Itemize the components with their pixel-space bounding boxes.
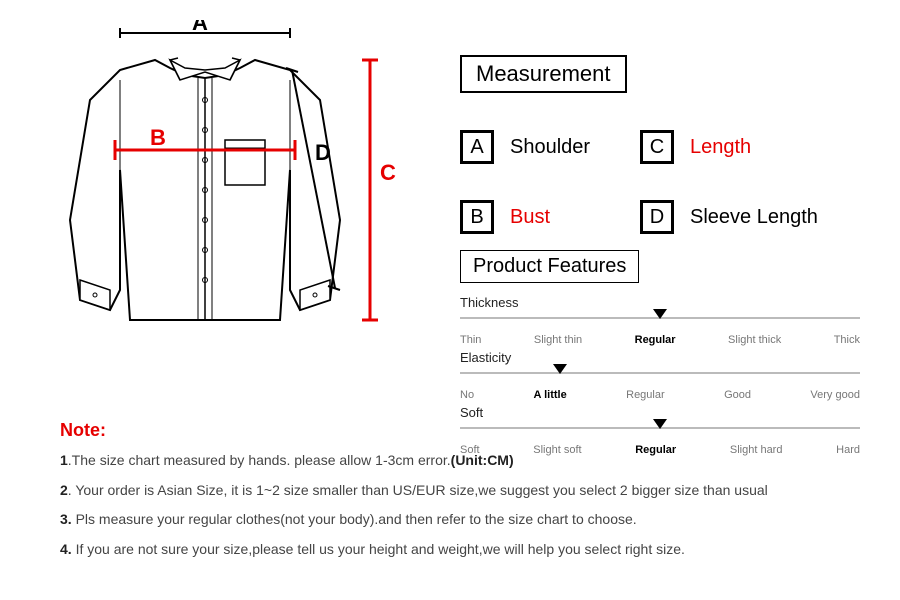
note-heading: Note: <box>60 420 860 441</box>
note-line: 4. If you are not sure your size,please … <box>60 540 860 560</box>
label-c: C <box>380 160 396 185</box>
legend-box-b: B <box>460 200 494 234</box>
legend-label-a: Shoulder <box>510 136 590 159</box>
legend-label-b: Bust <box>510 206 550 229</box>
feature-option: Regular <box>626 389 665 401</box>
feature-elasticity: Elasticity No A little Regular Good Very good <box>460 350 860 401</box>
feature-labels: No A little Regular Good Very good <box>460 389 860 401</box>
feature-option: Thin <box>460 334 481 346</box>
feature-slider <box>460 314 860 332</box>
legend-box-d: D <box>640 200 674 234</box>
feature-option: Very good <box>810 389 860 401</box>
note-section: Note: 1.The size chart measured by hands… <box>60 420 860 569</box>
feature-labels: Thin Slight thin Regular Slight thick Thick <box>460 334 860 346</box>
feature-option: Good <box>724 389 751 401</box>
feature-thickness: Thickness Thin Slight thin Regular Slight th… <box>460 295 860 346</box>
legend-label-c: Length <box>690 136 751 159</box>
legend-box-c: C <box>640 130 674 164</box>
feature-pointer-icon <box>553 364 567 374</box>
feature-title: Soft <box>460 405 860 420</box>
feature-slider <box>460 369 860 387</box>
shirt-diagram: A B D <box>60 20 400 350</box>
legend-b: B Bust <box>460 200 550 234</box>
legend-c: C Length <box>640 130 751 164</box>
label-b: B <box>150 125 166 150</box>
legend-label-d: Sleeve Length <box>690 206 818 229</box>
feature-option: Thick <box>834 334 860 346</box>
label-d: D <box>315 140 331 165</box>
feature-option: No <box>460 389 474 401</box>
feature-pointer-icon <box>653 309 667 319</box>
legend-d: D Sleeve Length <box>640 200 818 234</box>
measurement-heading: Measurement <box>460 55 627 93</box>
note-line: 2. Your order is Asian Size, it is 1~2 s… <box>60 481 860 501</box>
feature-option: Regular <box>635 334 676 346</box>
note-line: 1.The size chart measured by hands. plea… <box>60 451 860 471</box>
legend-a: A Shoulder <box>460 130 590 164</box>
label-a: A <box>192 20 208 35</box>
feature-option: Slight thin <box>534 334 582 346</box>
product-features-heading: Product Features <box>460 250 639 283</box>
feature-option: A little <box>533 389 566 401</box>
note-line: 3. Pls measure your regular clothes(not … <box>60 510 860 530</box>
legend-box-a: A <box>460 130 494 164</box>
feature-title: Elasticity <box>460 350 860 365</box>
feature-option: Slight thick <box>728 334 781 346</box>
feature-title: Thickness <box>460 295 860 310</box>
